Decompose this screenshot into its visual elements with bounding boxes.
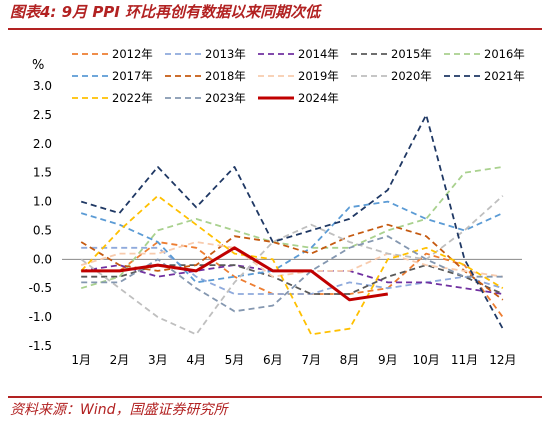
x-tick-label: 3月 [148,353,168,367]
legend-label: 2017年 [112,69,153,83]
series-line-2016年 [80,166,503,290]
series-line-2022年 [80,194,504,336]
source-rule [8,396,542,398]
legend-label: 2012年 [112,47,153,61]
series-line-2019年 [80,241,503,278]
y-tick-label: -0.5 [29,281,52,295]
y-tick-label: 2.0 [33,137,52,151]
x-tick-label: 11月 [451,353,478,367]
series-line-2013年 [81,246,504,295]
x-tick-label: 12月 [489,353,516,367]
x-tick-label: 7月 [301,353,321,367]
x-tick-label: 8月 [340,353,360,367]
x-tick-label: 6月 [263,353,283,367]
legend-label: 2013年 [205,47,246,61]
legend-label: 2023年 [205,91,246,105]
x-tick-label: 10月 [413,353,440,367]
axis-layer: % 3.0 2.5 2.0 1.5 1.0 0.5 0.0 -0.5 -1.0 -1.5 1月 2月 3月… [29,58,522,367]
x-tick-label: 4月 [186,353,206,367]
y-tick-label: 0.5 [33,223,52,237]
legend-label: 2015年 [391,47,432,61]
y-axis-unit-label: % [32,58,44,73]
legend-label: 2014年 [298,47,339,61]
series-line-2017年 [80,200,504,284]
y-tick-label: 1.5 [33,166,52,180]
legend: 2012年 2013年 2014年 2015年 2016年 2017年 2018年 2019年… [72,47,525,105]
x-tick-label: 5月 [225,353,245,367]
legend-label: 2018年 [205,69,246,83]
legend-label: 2019年 [298,69,339,83]
figure-title: 图表4: 9月 PPI 环比再创有数据以来同期次低 [10,3,321,21]
title-rule [8,28,542,30]
legend-label: 2016年 [484,47,525,61]
legend-label: 2020年 [391,69,432,83]
y-tick-label: -1.5 [29,339,52,353]
x-tick-label: 2月 [110,353,130,367]
x-tick-label: 1月 [71,353,91,367]
series-layer [80,114,504,336]
x-tick-label: 9月 [378,353,398,367]
y-tick-label: 2.5 [33,108,52,122]
y-tick-label: 3.0 [33,79,52,93]
series-line-2023年 [81,235,503,313]
legend-label: 2024年 [298,91,339,105]
legend-label: 2021年 [484,69,525,83]
series-line-2024年 [81,246,389,302]
legend-label: 2022年 [112,91,153,105]
y-tick-label: 0.0 [33,252,52,266]
figure-source: 资料来源：Wind，国盛证券研究所 [10,402,228,418]
series-line-2021年 [80,114,504,330]
y-tick-label: -1.0 [29,310,52,324]
y-tick-label: 1.0 [33,195,52,209]
